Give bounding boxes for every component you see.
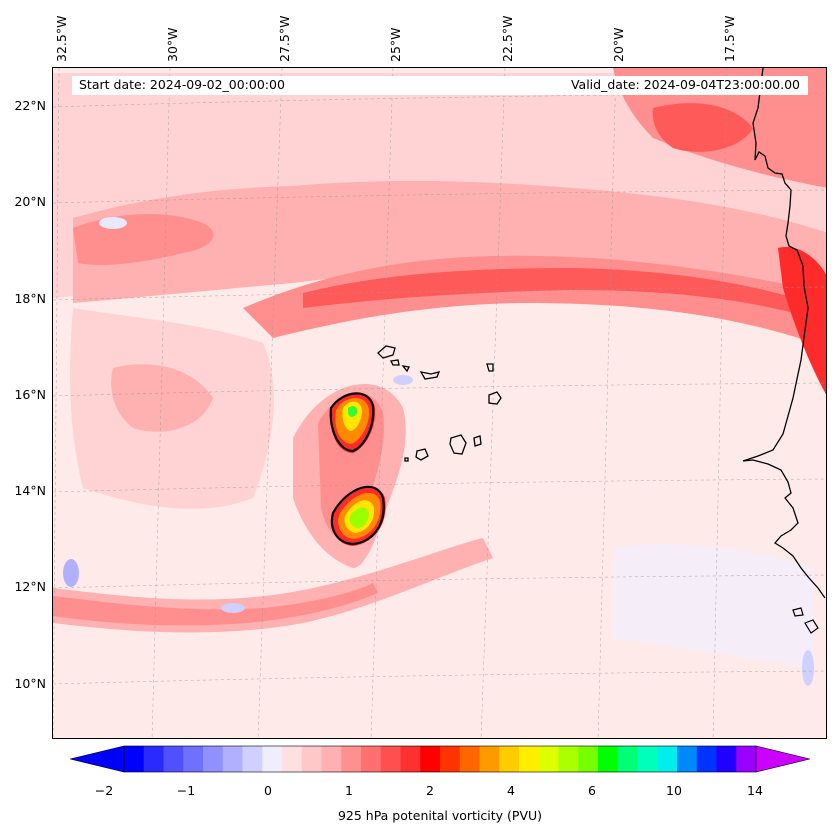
african-coastline	[742, 68, 826, 599]
colorbar-tick-label: 2	[426, 783, 434, 798]
storm-b-contour	[330, 485, 385, 546]
storm-a-contour	[329, 392, 375, 453]
pv-band-north-inner	[73, 180, 826, 313]
colorbar-cell	[203, 746, 224, 772]
lon-label: 20°W	[611, 27, 626, 62]
colorbar-cell	[321, 746, 342, 772]
colorbar-extend-min	[70, 745, 125, 773]
island	[377, 345, 396, 359]
colorbar-cell	[242, 746, 263, 772]
lon-label: 32.5°W	[54, 15, 69, 62]
colorbar-cell	[499, 746, 520, 772]
colorbar-extend-max	[755, 745, 810, 773]
island	[401, 365, 410, 373]
colorbar-cell	[143, 746, 164, 772]
lon-label: 30°W	[165, 27, 180, 62]
island	[390, 359, 400, 366]
island	[449, 434, 467, 455]
pv-coast-core	[778, 247, 826, 395]
colorbar-cell	[341, 746, 362, 772]
colorbar-cell	[222, 746, 243, 772]
colorbar-cell	[163, 746, 184, 772]
colorbar-cell	[301, 746, 322, 772]
colorbar-cells	[123, 745, 757, 773]
colorbar-cell	[380, 746, 401, 772]
valid-date-label: Valid_date: 2024-09-04T23:00:00.00	[570, 77, 800, 92]
start-date-label: Start date: 2024-09-02_00:00:00	[79, 77, 285, 92]
graticule	[53, 68, 826, 738]
storm-b-lime	[349, 507, 369, 529]
colorbar-tick-label: 14	[747, 783, 763, 798]
colorbar-title: 925 hPa potenital vorticity (PVU)	[337, 808, 543, 823]
colorbar-tick-label: −2	[94, 783, 114, 798]
colorbar	[70, 745, 810, 773]
neg-pv-patch	[99, 217, 127, 229]
neg-pv-patch	[63, 559, 79, 587]
coast-island	[804, 619, 819, 634]
lon-label: 25°W	[388, 27, 403, 62]
colorbar-tick-label: 1	[345, 783, 353, 798]
colorbar-cell	[282, 746, 303, 772]
lon-label: 27.5°W	[277, 15, 292, 62]
colorbar-cell	[637, 746, 658, 772]
colorbar-cell	[400, 746, 421, 772]
island	[404, 457, 409, 462]
colorbar-tick-label: 10	[666, 783, 682, 798]
neg-pv-patch	[221, 603, 245, 613]
colorbar-tick-label: 0	[264, 783, 272, 798]
island	[419, 371, 441, 380]
map-panel	[52, 67, 827, 739]
island	[486, 363, 494, 372]
pv-northeast-core	[652, 103, 753, 152]
neg-pv-patch	[802, 650, 814, 686]
colorbar-cell	[459, 746, 480, 772]
pv-band-main-core	[303, 268, 826, 323]
island	[488, 391, 502, 405]
colorbar-cell	[696, 746, 717, 772]
lat-label: 12°N	[14, 579, 46, 594]
colorbar-cell	[558, 746, 579, 772]
colorbar-cell	[519, 746, 540, 772]
colorbar-cell	[183, 746, 204, 772]
neg-pv-patch	[393, 375, 413, 385]
pv-south-band-core	[53, 583, 378, 626]
potential-vorticity-map	[53, 68, 826, 738]
lat-label: 10°N	[14, 676, 46, 691]
colorbar-cell	[657, 746, 678, 772]
colorbar-cell	[677, 746, 698, 772]
colorbar-cell	[598, 746, 619, 772]
colorbar-cell	[617, 746, 638, 772]
lat-label: 16°N	[14, 387, 46, 402]
coast-island	[792, 607, 804, 617]
colorbar-cell	[124, 746, 145, 772]
lat-label: 20°N	[14, 194, 46, 209]
lat-label: 18°N	[14, 291, 46, 306]
lat-label: 22°N	[14, 98, 46, 113]
colorbar-cell	[479, 746, 500, 772]
info-banner: Start date: 2024-09-02_00:00:00 Valid_da…	[72, 76, 808, 95]
colorbar-cell	[716, 746, 737, 772]
lat-label: 14°N	[14, 483, 46, 498]
colorbar-tick-label: 4	[507, 783, 515, 798]
cabo-verde-islands	[377, 345, 502, 462]
colorbar-cell	[440, 746, 461, 772]
colorbar-cell	[262, 746, 283, 772]
lon-label: 22.5°W	[500, 15, 515, 62]
colorbar-cell	[578, 746, 599, 772]
storm-a-core	[348, 405, 358, 417]
colorbar-cell	[420, 746, 441, 772]
pv-midwest-patch	[111, 364, 213, 432]
island	[415, 448, 429, 461]
colorbar-cell	[361, 746, 382, 772]
island	[473, 435, 482, 447]
neg-pv-region	[613, 544, 813, 668]
colorbar-tick-label: 6	[588, 783, 596, 798]
colorbar-cell	[736, 746, 757, 772]
lon-label: 17.5°W	[722, 15, 737, 62]
colorbar-cell	[538, 746, 559, 772]
colorbar-tick-label: −1	[176, 783, 196, 798]
